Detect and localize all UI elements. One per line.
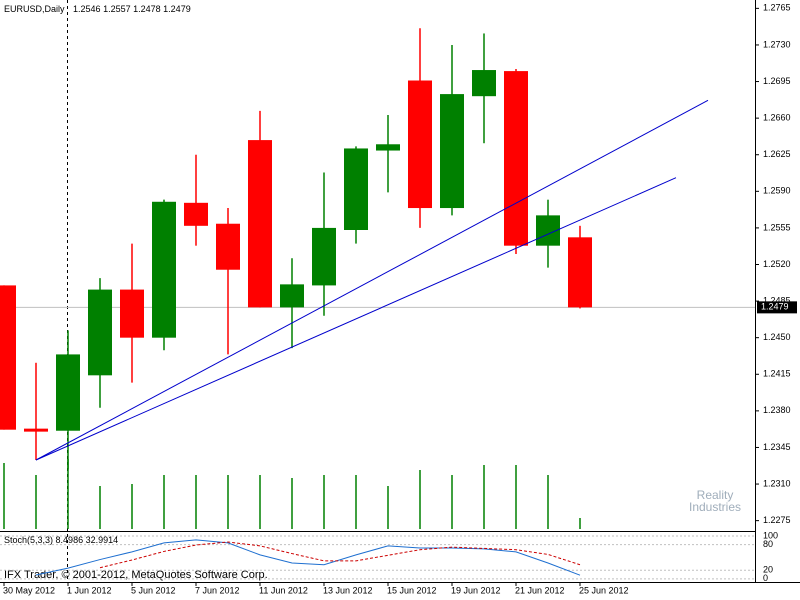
stoch-k-last: 8.4986	[56, 535, 84, 545]
candle-body	[344, 148, 368, 230]
x-tick-label: 15 Jun 2012	[387, 585, 437, 595]
y-tick-label: 1.2380	[763, 405, 791, 415]
stoch-d-line	[99, 541, 581, 569]
x-tick-label: 1 Jun 2012	[67, 585, 112, 595]
x-tick-label: 19 Jun 2012	[451, 585, 501, 595]
watermark: IFX Trader, © 2001-2012, MetaQuotes Soft…	[4, 569, 268, 581]
candle-body	[152, 201, 176, 338]
candle-body	[472, 70, 496, 97]
y-tick-label: 1.2415	[763, 369, 791, 379]
x-tick-label: 13 Jun 2012	[323, 585, 373, 595]
x-tick-label: 21 Jun 2012	[515, 585, 565, 595]
candle-body	[0, 285, 16, 430]
candle-body	[248, 140, 272, 308]
logo-line: Industries	[689, 500, 741, 514]
stoch-name: Stoch(5,3,3)	[4, 535, 53, 545]
logo-line: Reality	[697, 488, 734, 502]
y-tick-label: 1.2590	[763, 186, 791, 196]
x-tick-label: 5 Jun 2012	[131, 585, 176, 595]
stoch-k-line	[35, 539, 581, 576]
stoch-tick-label: 0	[763, 573, 768, 583]
header-high: 1.2557	[103, 4, 131, 14]
stoch-tick-label: 100	[763, 530, 778, 540]
stoch-header: Stoch(5,3,3) 8.4986 32.9914	[4, 535, 118, 545]
candle-body	[440, 94, 464, 209]
candle-body	[280, 284, 304, 308]
stoch-tick-label: 80	[763, 539, 773, 549]
y-tick-label: 1.2765	[763, 3, 791, 13]
candle-body	[120, 289, 144, 338]
y-tick-label: 1.2730	[763, 39, 791, 49]
chart-header: EURUSD,Daily 1.2546 1.2557 1.2478 1.2479	[4, 4, 191, 14]
y-tick-label: 1.2345	[763, 442, 791, 452]
header-close: 1.2479	[163, 4, 191, 14]
y-tick-label: 1.2660	[763, 113, 791, 123]
header-low: 1.2478	[133, 4, 161, 14]
candle-body	[568, 237, 592, 308]
stoch-d-last: 32.9914	[86, 535, 119, 545]
stoch-tick-label: 20	[763, 565, 773, 575]
symbol: EURUSD,Daily	[4, 4, 65, 14]
candle-body	[216, 223, 240, 270]
y-tick-label: 1.2275	[763, 515, 791, 525]
candle-body	[184, 202, 208, 226]
trendline	[35, 177, 677, 461]
last-price-label: 1.2479	[761, 302, 789, 312]
last-price-box	[757, 301, 797, 314]
candle-body	[88, 289, 112, 376]
candle-body	[56, 354, 80, 431]
y-tick-label: 1.2555	[763, 222, 791, 232]
x-tick-label: 25 Jun 2012	[579, 585, 629, 595]
y-tick-label: 1.2485	[763, 295, 791, 305]
candle-body	[504, 71, 528, 246]
y-tick-label: 1.2310	[763, 478, 791, 488]
candle-body	[312, 227, 336, 286]
y-tick-label: 1.2520	[763, 259, 791, 269]
x-tick-label: 11 Jun 2012	[259, 585, 308, 595]
candle-body	[408, 80, 432, 209]
y-tick-label: 1.2625	[763, 149, 791, 159]
y-tick-label: 1.2450	[763, 332, 791, 342]
header-open: 1.2546	[73, 4, 101, 14]
trendline	[35, 99, 709, 461]
candle-body	[24, 428, 48, 432]
x-tick-label: 30 May 2012	[3, 585, 55, 595]
candle-body	[376, 144, 400, 151]
y-tick-label: 1.2695	[763, 76, 791, 86]
x-tick-label: 7 Jun 2012	[195, 585, 240, 595]
